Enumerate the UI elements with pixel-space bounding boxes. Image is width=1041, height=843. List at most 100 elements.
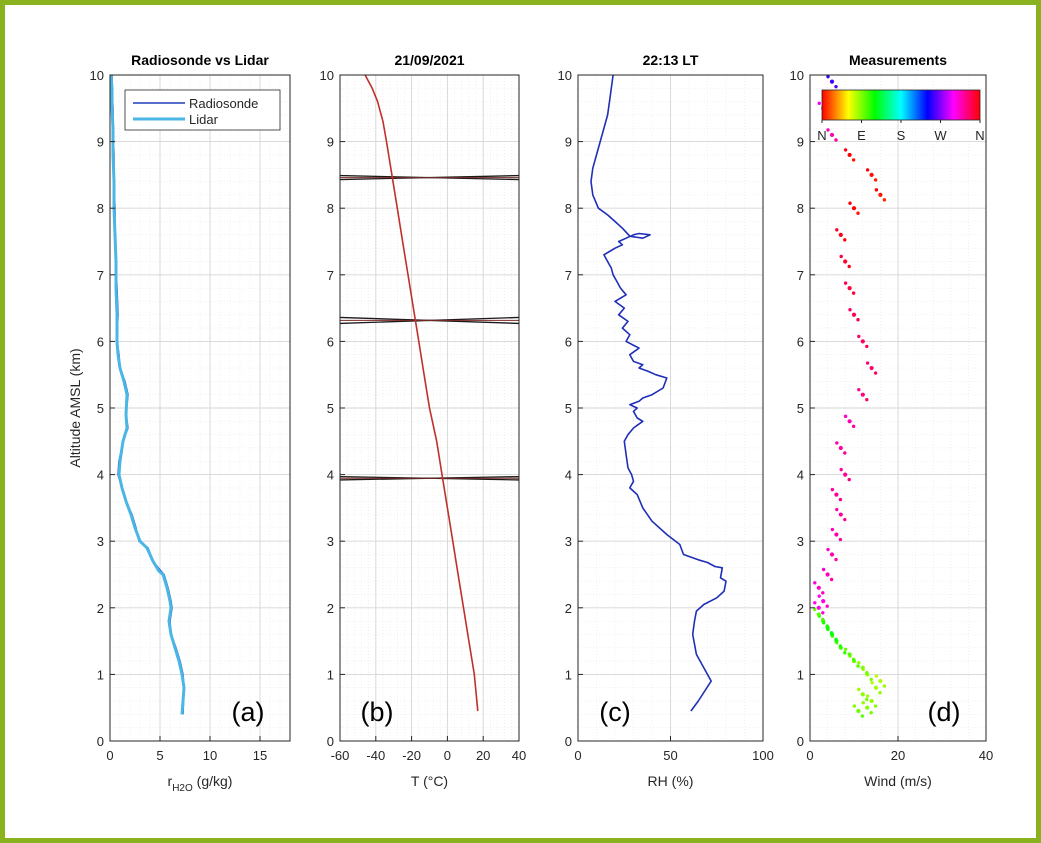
scatter-point — [821, 599, 825, 603]
x-tick-label: 100 — [752, 748, 774, 763]
scatter-point — [866, 168, 869, 171]
scatter-point — [821, 591, 824, 594]
scatter-point — [861, 714, 864, 717]
panel-letter: (a) — [232, 697, 265, 727]
colorbar-label: N — [817, 128, 826, 143]
scatter-point — [848, 286, 852, 290]
scatter-point — [835, 228, 838, 231]
scatter-point — [852, 291, 855, 294]
scatter-point — [856, 318, 859, 321]
y-tick-label: 6 — [565, 334, 572, 349]
scatter-point — [856, 212, 859, 215]
x-tick-label: 0 — [444, 748, 451, 763]
scatter-point — [839, 233, 843, 237]
scatter-point — [852, 158, 855, 161]
x-tick-label: 20 — [891, 748, 905, 763]
y-tick-label: 9 — [565, 135, 572, 150]
scatter-point — [839, 512, 843, 516]
y-tick-label: 4 — [565, 468, 572, 483]
scatter-point — [883, 684, 886, 687]
y-tick-label: 2 — [797, 601, 804, 616]
scatter-point — [821, 611, 824, 614]
x-tick-label: 20 — [476, 748, 490, 763]
y-tick-label: 3 — [565, 534, 572, 549]
scatter-point — [817, 612, 821, 616]
panel-letter: (d) — [928, 697, 961, 727]
scatter-point — [861, 666, 865, 670]
scatter-point — [852, 206, 856, 210]
x-axis-label: T (°C) — [411, 773, 448, 789]
scatter-point — [865, 706, 869, 710]
scatter-point — [852, 658, 855, 661]
scatter-point — [875, 188, 878, 191]
scatter-point — [813, 581, 816, 584]
scatter-point — [826, 604, 829, 607]
y-tick-label: 5 — [327, 401, 334, 416]
scatter-point — [883, 198, 886, 201]
scatter-point — [865, 671, 868, 674]
y-tick-label: 9 — [97, 135, 104, 150]
x-axis-label: RH (%) — [648, 773, 694, 789]
y-tick-label: 8 — [97, 201, 104, 216]
y-tick-label: 7 — [97, 268, 104, 283]
scatter-point — [844, 148, 847, 151]
panel-a: 0 5 10 15 0 1 2 3 4 5 6 7 8 9 10 Radiosonde vs Lidar rH2… — [90, 52, 290, 794]
x-tick-label: -60 — [331, 748, 350, 763]
colorbar-label: E — [857, 128, 866, 143]
scatter-point — [839, 498, 842, 501]
scatter-point — [830, 631, 833, 634]
scatter-point — [856, 664, 859, 667]
scatter-point — [834, 85, 837, 88]
y-tick-label: 9 — [327, 135, 334, 150]
scatter-point — [848, 478, 851, 481]
y-tick-label: 8 — [327, 201, 334, 216]
colorbar-label: N — [975, 128, 984, 143]
scatter-point — [826, 624, 829, 627]
y-tick-label: 2 — [327, 601, 334, 616]
y-tick-label: 10 — [90, 68, 104, 83]
scatter-point — [843, 238, 846, 241]
scatter-point — [839, 644, 842, 647]
y-tick-label: 3 — [797, 534, 804, 549]
x-tick-label: 40 — [979, 748, 993, 763]
y-tick-label: 8 — [565, 201, 572, 216]
scatter-point — [813, 601, 816, 604]
x-tick-label: 0 — [806, 748, 813, 763]
legend-label: Radiosonde — [189, 96, 258, 111]
scatter-point — [830, 80, 834, 84]
scatter-point — [878, 679, 882, 683]
y-tick-label: 1 — [797, 667, 804, 682]
scatter-point — [848, 652, 852, 656]
scatter-point — [848, 265, 851, 268]
scatter-point — [852, 425, 855, 428]
scatter-point — [874, 704, 877, 707]
y-tick-label: 2 — [565, 601, 572, 616]
scatter-point — [831, 528, 834, 531]
panel-title: 22:13 LT — [643, 52, 699, 68]
scatter-point — [818, 102, 821, 105]
y-axis-label: Altitude AMSL (km) — [67, 348, 83, 467]
y-tick-label: 3 — [327, 534, 334, 549]
scatter-point — [848, 308, 851, 311]
scatter-point — [835, 508, 838, 511]
scatter-point — [874, 686, 878, 690]
scatter-point — [866, 694, 869, 697]
y-tick-label: 4 — [797, 468, 804, 483]
y-tick-label: 5 — [97, 401, 104, 416]
y-tick-label: 7 — [565, 268, 572, 283]
y-tick-label: 10 — [558, 68, 572, 83]
scatter-point — [840, 255, 843, 258]
scatter-point — [856, 709, 860, 713]
scatter-point — [844, 648, 847, 651]
y-tick-label: 3 — [97, 534, 104, 549]
x-axis-label-subscript: H2O — [172, 783, 193, 794]
scatter-point — [822, 568, 825, 571]
scatter-point — [870, 366, 874, 370]
y-tick-label: 6 — [797, 334, 804, 349]
y-tick-label: 10 — [790, 68, 804, 83]
scatter-point — [831, 488, 834, 491]
panel-letter: (c) — [599, 697, 630, 727]
x-tick-label: 50 — [663, 748, 677, 763]
y-tick-label: 10 — [320, 68, 334, 83]
x-tick-label: 15 — [253, 748, 267, 763]
